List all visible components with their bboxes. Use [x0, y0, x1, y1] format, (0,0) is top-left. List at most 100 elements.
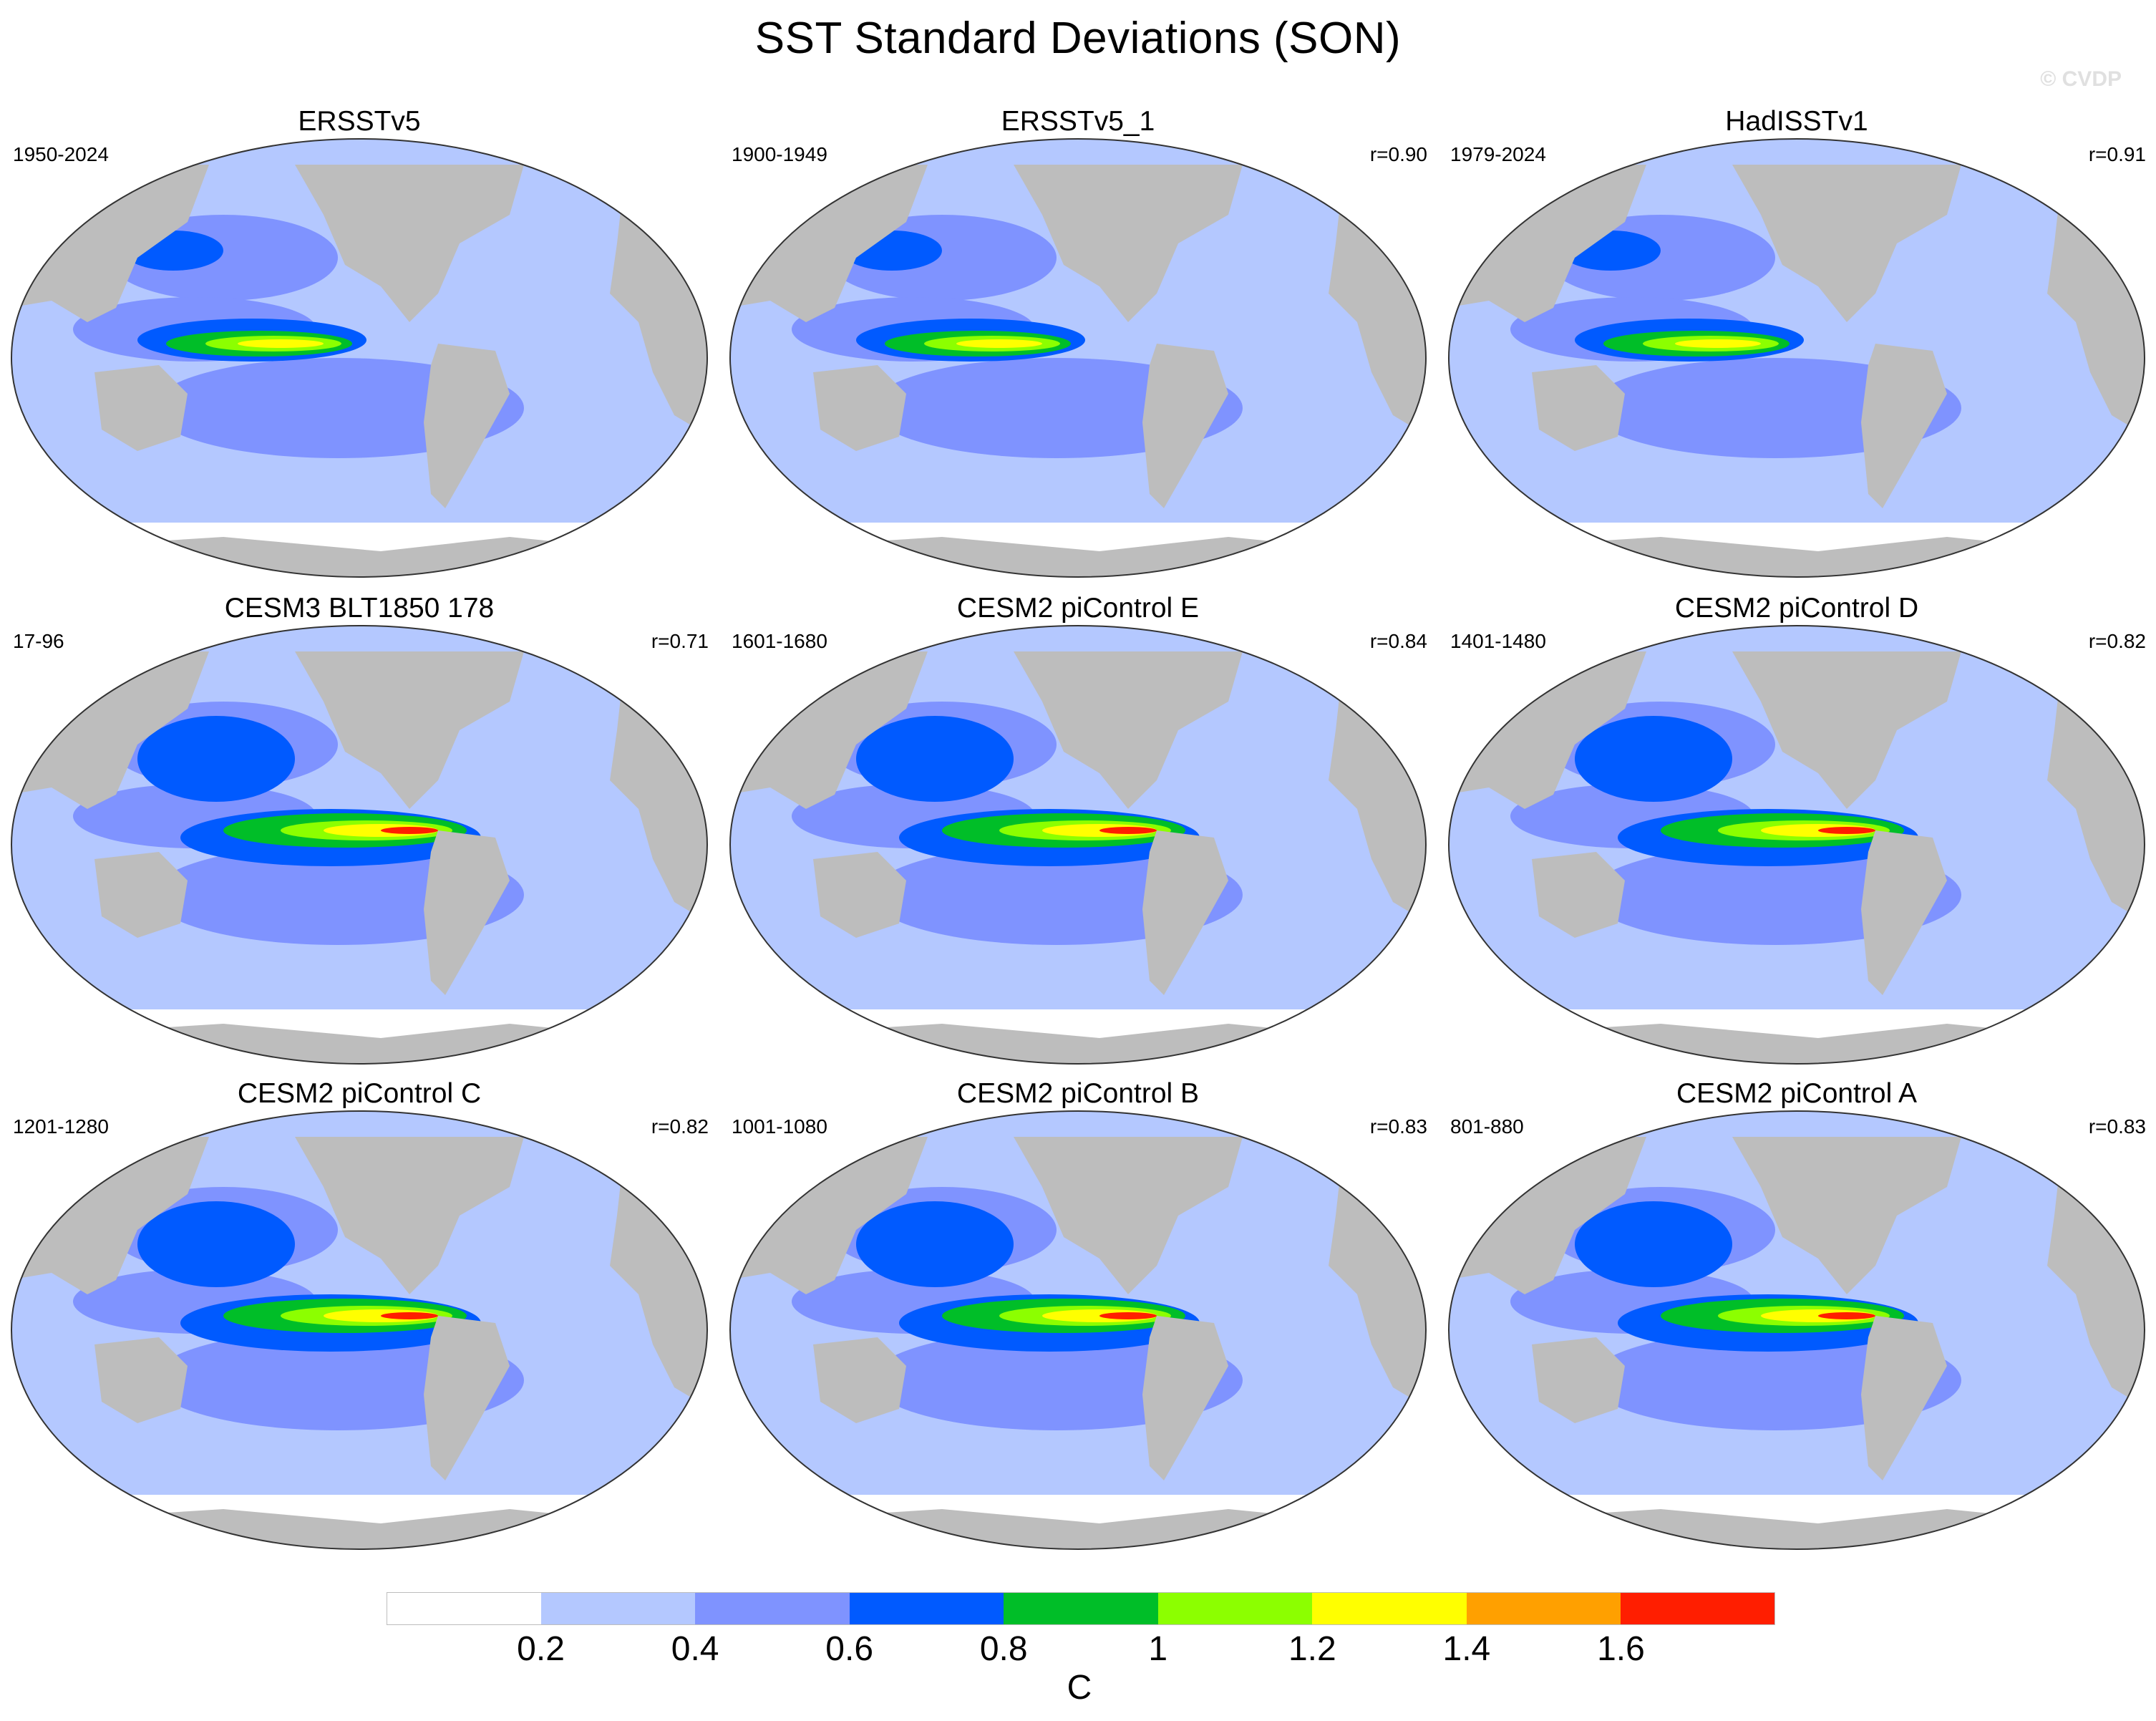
- north-pacific-core: [856, 716, 1014, 802]
- enso-max: [381, 1312, 438, 1319]
- enso-max: [1818, 827, 1875, 834]
- colorbar-box: [1621, 1592, 1776, 1625]
- colorbar-tick-label: 0.6: [825, 1630, 874, 1668]
- figure-title: SST Standard Deviations (SON): [754, 14, 1402, 63]
- map-panel: CESM2 piControl E 1601-1680 r=0.84: [719, 487, 1437, 1065]
- map-panel: CESM2 piControl C 1201-1280 r=0.82: [0, 972, 719, 1550]
- panel-correlation: r=0.90: [1369, 143, 1427, 165]
- panel-period: 1900-1949: [732, 143, 827, 165]
- land-north-america: [295, 651, 524, 809]
- land-south-america: [424, 1316, 510, 1480]
- map-outline: [729, 138, 1427, 578]
- land-australia: [813, 852, 906, 938]
- map-outline: [11, 138, 708, 578]
- land-north-america: [1732, 1137, 1961, 1294]
- land-australia: [813, 365, 906, 451]
- land-north-america: [295, 165, 524, 322]
- map-outline: [1448, 1110, 2145, 1550]
- land-south-america: [1142, 344, 1228, 508]
- land-south-america: [1861, 344, 1947, 508]
- land-south-america: [424, 344, 510, 508]
- world-map: [11, 138, 708, 578]
- land-australia: [1532, 852, 1625, 938]
- panel-period: 1979-2024: [1450, 143, 1546, 165]
- land-south-america: [1142, 830, 1228, 995]
- world-map: [729, 138, 1427, 578]
- colorbar: [387, 1592, 1776, 1625]
- panel-title: HadISSTv1: [1725, 106, 1868, 137]
- colorbar-box: [1004, 1592, 1159, 1625]
- land-australia: [1532, 1337, 1625, 1423]
- world-map: [11, 625, 708, 1065]
- panel-period: 801-880: [1450, 1115, 1524, 1138]
- southern-ocean-low: [1449, 1495, 2145, 1523]
- southern-ocean-low: [730, 1495, 1426, 1523]
- north-pacific-core: [1575, 1201, 1732, 1287]
- colorbar-box: [387, 1592, 542, 1625]
- colorbar-tick-label: 1: [1148, 1630, 1168, 1668]
- southern-ocean-low: [11, 1495, 707, 1523]
- land-south-america: [1142, 1316, 1228, 1480]
- enso-peak: [956, 339, 1042, 348]
- panel-correlation: r=0.83: [1369, 1115, 1427, 1138]
- arctic-ocean: [1449, 1111, 2145, 1137]
- world-map: [729, 1110, 1427, 1550]
- panel-correlation: r=0.82: [2088, 630, 2146, 652]
- north-pacific-core: [856, 1201, 1014, 1287]
- land-south-america: [424, 830, 510, 995]
- panel-period: 1401-1480: [1450, 630, 1546, 652]
- enso-peak: [1675, 339, 1761, 348]
- land-australia: [94, 852, 188, 938]
- land-australia: [94, 365, 188, 451]
- colorbar-frame: [387, 1592, 1775, 1625]
- panel-correlation: r=0.84: [1369, 630, 1427, 652]
- land-north-america: [1014, 1137, 1243, 1294]
- land-australia: [1532, 365, 1625, 451]
- arctic-ocean: [11, 626, 707, 651]
- colorbar-box: [540, 1592, 696, 1625]
- colorbar-tick-label: 0.4: [671, 1630, 719, 1668]
- arctic-ocean: [11, 1111, 707, 1137]
- panel-title: ERSSTv5: [298, 106, 421, 137]
- colorbar-tick-label: 1.2: [1288, 1630, 1336, 1668]
- land-north-america: [295, 1137, 524, 1294]
- panel-period: 1601-1680: [732, 630, 827, 652]
- panel-correlation: r=0.71: [651, 630, 709, 652]
- north-pacific-core: [137, 716, 295, 802]
- panel-title: CESM2 piControl C: [237, 1078, 482, 1109]
- colorbar-tick-label: 1.4: [1442, 1630, 1491, 1668]
- world-map: [1448, 625, 2145, 1065]
- colorbar-tick-label: 0.8: [979, 1630, 1028, 1668]
- panel-period: 1201-1280: [13, 1115, 109, 1138]
- map-outline: [1448, 138, 2145, 578]
- panel-correlation: r=0.83: [2088, 1115, 2146, 1138]
- map-panel: CESM2 piControl A 801-880 r=0.83: [1437, 972, 2156, 1550]
- panel-title: CESM2 piControl D: [1674, 593, 1919, 624]
- arctic-ocean: [730, 1111, 1426, 1137]
- map-outline: [729, 1110, 1427, 1550]
- panel-period: 17-96: [13, 630, 64, 652]
- land-north-america: [1732, 651, 1961, 809]
- land-south-america: [1861, 830, 1947, 995]
- panel-correlation: r=0.82: [651, 1115, 709, 1138]
- map-outline: [1448, 625, 2145, 1065]
- panel-correlation: r=0.91: [2088, 143, 2146, 165]
- panel-title: CESM2 piControl A: [1676, 1078, 1917, 1109]
- arctic-ocean: [730, 139, 1426, 165]
- colorbar-tick-label: 1.6: [1597, 1630, 1645, 1668]
- map-outline: [729, 625, 1427, 1065]
- arctic-ocean: [11, 139, 707, 165]
- panel-title: CESM3 BLT1850 178: [224, 593, 495, 624]
- land-australia: [813, 1337, 906, 1423]
- panel-title: ERSSTv5_1: [1001, 106, 1155, 137]
- world-map: [1448, 1110, 2145, 1550]
- panel-period: 1001-1080: [732, 1115, 827, 1138]
- map-panel: HadISSTv1 1979-2024 r=0.91: [1437, 0, 2156, 578]
- world-map: [11, 1110, 708, 1550]
- map-outline: [11, 1110, 708, 1550]
- colorbar-box: [695, 1592, 850, 1625]
- colorbar-units: C: [1067, 1669, 1092, 1707]
- map-panel: ERSSTv5_1 1900-1949 r=0.90: [719, 0, 1437, 578]
- enso-peak: [238, 339, 324, 348]
- land-north-america: [1014, 651, 1243, 809]
